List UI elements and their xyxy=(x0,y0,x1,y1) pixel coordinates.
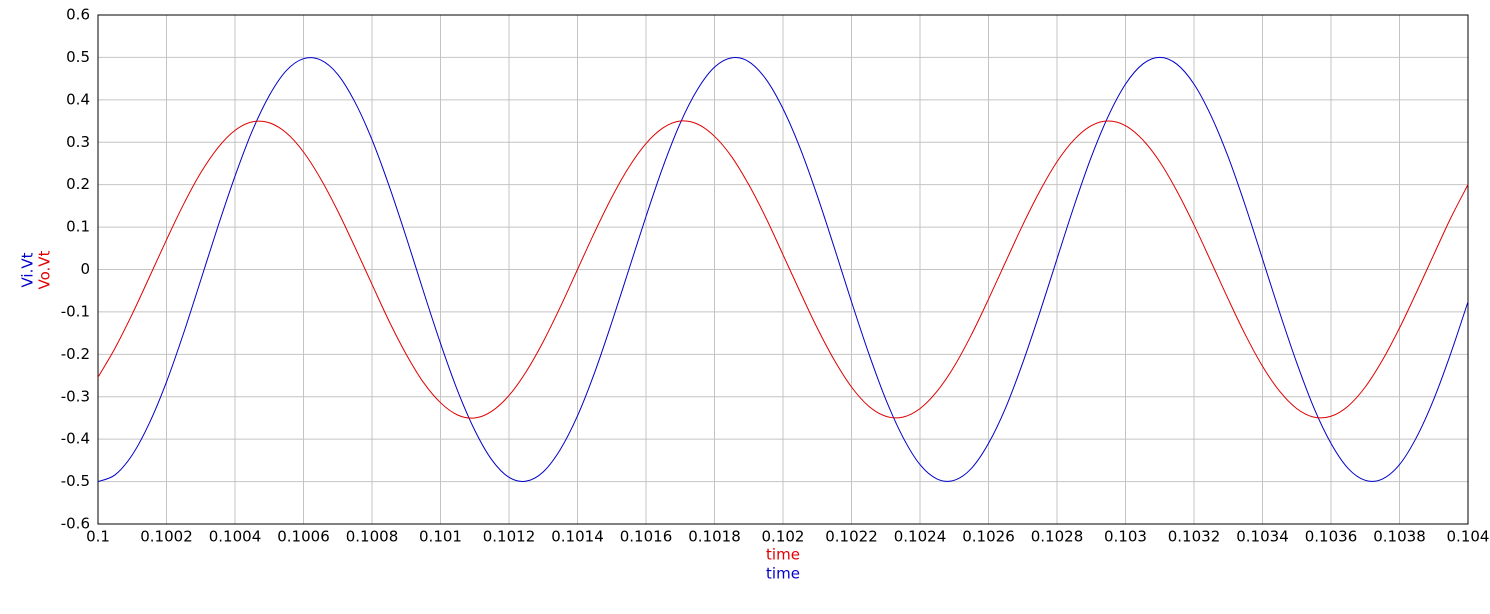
x-tick-label: 0.1018 xyxy=(688,528,741,546)
y-tick-label: 0.2 xyxy=(66,175,90,193)
y-tick-label: -0.5 xyxy=(61,472,90,490)
x-tick-label: 0.1022 xyxy=(825,528,878,546)
y-tick-label: -0.4 xyxy=(61,430,90,448)
x-tick-label: 0.1008 xyxy=(346,528,399,546)
y-tick-label: 0.6 xyxy=(66,6,90,24)
y-tick-label: 0.3 xyxy=(66,133,90,151)
y-tick-label: -0.2 xyxy=(61,345,90,363)
x-tick-label: 0.104 xyxy=(1447,528,1490,546)
x-tick-label: 0.1032 xyxy=(1168,528,1221,546)
y-axis-label: Vo.Vt xyxy=(36,250,54,289)
y-tick-label: -0.6 xyxy=(61,515,90,533)
x-axis-label: time xyxy=(766,546,800,564)
x-tick-label: 0.1 xyxy=(86,528,110,546)
y-tick-label: 0 xyxy=(80,260,90,278)
y-tick-label: 0.4 xyxy=(66,90,90,108)
x-tick-label: 0.1014 xyxy=(551,528,604,546)
y-tick-label: -0.1 xyxy=(61,302,90,320)
y-tick-label: -0.3 xyxy=(61,387,90,405)
x-tick-label: 0.1028 xyxy=(1031,528,1084,546)
y-tick-label: 0.1 xyxy=(66,218,90,236)
x-axis-label: time xyxy=(766,565,800,583)
x-tick-label: 0.1036 xyxy=(1305,528,1358,546)
x-tick-label: 0.101 xyxy=(419,528,462,546)
x-tick-label: 0.1006 xyxy=(277,528,330,546)
plot-frame xyxy=(97,14,1469,525)
x-tick-label: 0.102 xyxy=(762,528,805,546)
x-tick-label: 0.1012 xyxy=(483,528,536,546)
x-tick-label: 0.1016 xyxy=(620,528,673,546)
series-line xyxy=(97,56,1469,483)
series-line xyxy=(97,120,1469,419)
x-tick-label: 0.1004 xyxy=(209,528,262,546)
x-tick-label: 0.103 xyxy=(1104,528,1147,546)
y-tick-label: 0.5 xyxy=(66,48,90,66)
x-tick-label: 0.1002 xyxy=(140,528,193,546)
x-tick-label: 0.1026 xyxy=(962,528,1015,546)
y-axis-label: Vi.Vt xyxy=(19,252,37,287)
x-tick-label: 0.1024 xyxy=(894,528,947,546)
x-tick-label: 0.1034 xyxy=(1236,528,1289,546)
x-tick-label: 0.1038 xyxy=(1373,528,1426,546)
